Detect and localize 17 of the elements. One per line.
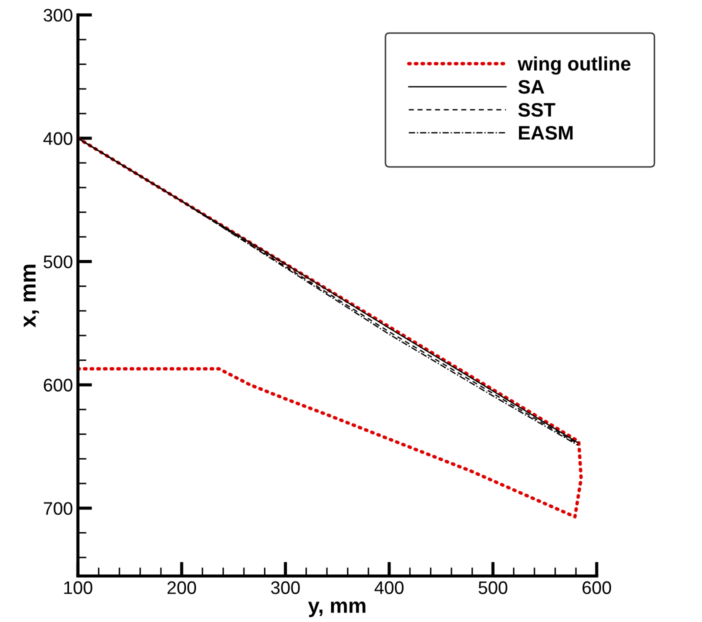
x-tick-label: 300 bbox=[271, 581, 300, 594]
legend-label: EASM bbox=[518, 126, 573, 140]
y-tick-label: 500 bbox=[44, 255, 72, 268]
x-tick-label: 200 bbox=[168, 581, 196, 594]
y-tick-label: 400 bbox=[43, 132, 72, 145]
x-tick-label: 100 bbox=[64, 581, 92, 594]
x-axis-title: y, mm bbox=[308, 602, 366, 618]
legend-label: SST bbox=[518, 102, 556, 117]
legend-label: wing outline bbox=[518, 56, 630, 75]
y-tick-label: 700 bbox=[44, 502, 72, 515]
legend-label: SA bbox=[518, 80, 544, 94]
x-tick-label: 400 bbox=[374, 581, 404, 594]
x-tick-label: 500 bbox=[478, 581, 508, 594]
y-tick-label: 600 bbox=[44, 378, 72, 392]
y-axis-title: x, mm bbox=[24, 264, 39, 328]
x-tick-label: 600 bbox=[582, 581, 612, 594]
y-tick-label: 300 bbox=[44, 8, 72, 22]
